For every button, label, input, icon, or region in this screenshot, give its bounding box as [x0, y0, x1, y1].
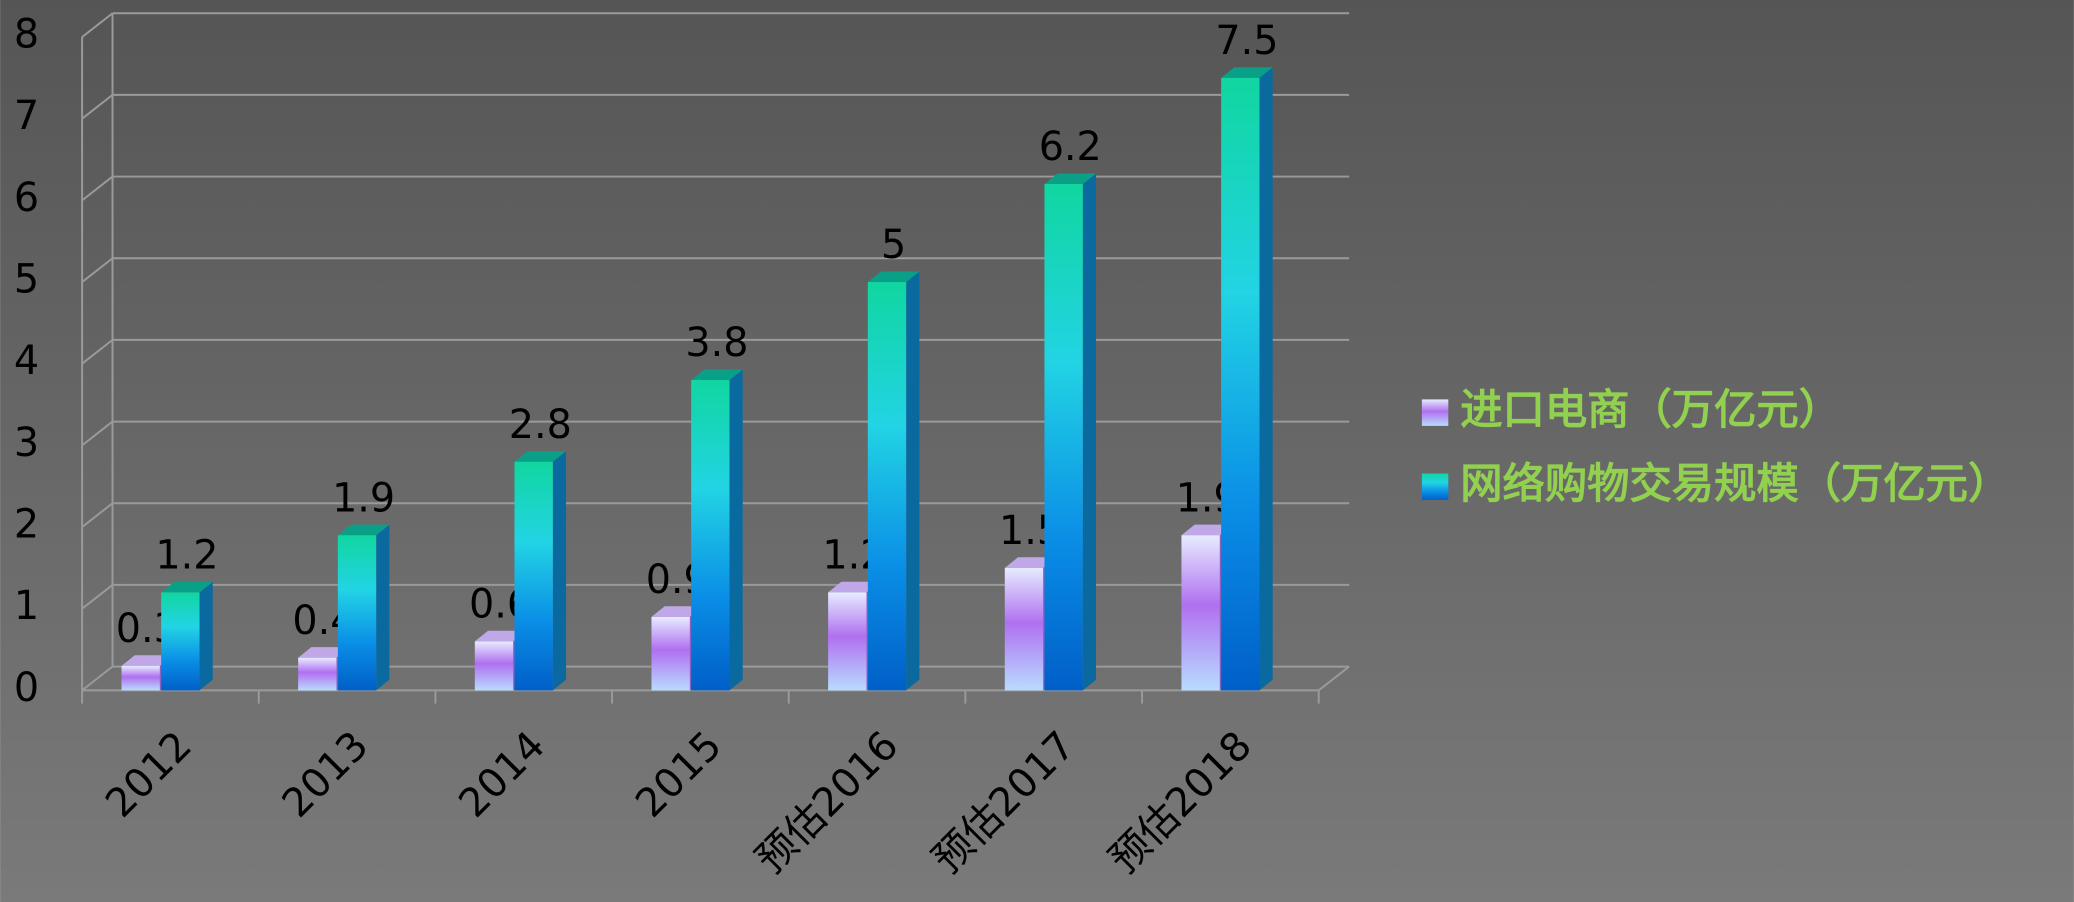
bar-top [867, 271, 920, 283]
bar [651, 616, 690, 691]
bar-side [376, 524, 390, 691]
bar-top [1004, 557, 1057, 568]
bar [1004, 567, 1044, 691]
bar-top [514, 451, 567, 462]
bar-top [1181, 524, 1234, 536]
bar [691, 380, 730, 691]
y-tick-label: 0 [14, 665, 39, 711]
bar-top [691, 369, 743, 381]
bar-side [729, 369, 743, 691]
bar [1181, 535, 1220, 691]
y-tick-label: 3 [14, 420, 39, 466]
bar-top [651, 606, 704, 617]
y-tick-label: 8 [14, 12, 39, 58]
data-label: 2.8 [509, 402, 572, 448]
floor-right [1318, 665, 1350, 692]
bar-top [298, 647, 350, 658]
bar-top [828, 581, 880, 593]
bar [1044, 184, 1083, 691]
bar-top [121, 655, 174, 666]
bar [1221, 77, 1260, 691]
bar-side [552, 451, 567, 691]
bar-top [1221, 67, 1273, 78]
grid-line-side [81, 339, 114, 365]
grid-line-side [81, 584, 114, 610]
grid-line-side [81, 94, 114, 120]
data-label: 1.9 [332, 475, 395, 521]
bar [828, 592, 867, 691]
data-label: 5 [881, 222, 906, 268]
data-label: 7.5 [1215, 18, 1278, 64]
bar [867, 282, 907, 691]
bar-top [1044, 173, 1097, 185]
y-tick-label: 2 [14, 502, 39, 548]
legend-swatch [1421, 473, 1449, 500]
grid-line-side [81, 257, 114, 283]
bar [337, 535, 377, 691]
bar [121, 665, 160, 691]
bar-side [1082, 173, 1097, 691]
bar-top [161, 581, 213, 593]
bar [514, 461, 553, 691]
y-tick-label: 5 [14, 257, 39, 303]
bar-side [199, 581, 213, 691]
grid-line-side [81, 420, 114, 447]
bar [298, 657, 337, 691]
grid-line-side [81, 502, 114, 528]
data-label: 6.2 [1039, 124, 1102, 170]
y-tick-label: 6 [14, 175, 39, 221]
y-tick-label: 1 [14, 583, 39, 629]
bar-side [1259, 67, 1273, 691]
bar-top [474, 630, 527, 642]
legend-label: 进口电商（万亿元） [1460, 385, 1841, 434]
grid-line-side [81, 175, 114, 202]
legend-label: 网络购物交易规模（万亿元） [1460, 459, 2010, 508]
grid-line-side [81, 665, 114, 692]
data-label: 3.8 [685, 320, 748, 366]
y-tick-label: 4 [14, 338, 39, 384]
bar-top [337, 524, 390, 536]
bar [161, 592, 200, 691]
legend-swatch [1421, 399, 1449, 426]
bar-side [906, 271, 920, 691]
grid-line-side [81, 12, 114, 38]
y-tick-label: 7 [14, 93, 39, 139]
bar [474, 641, 514, 691]
data-label: 1.2 [155, 532, 218, 578]
